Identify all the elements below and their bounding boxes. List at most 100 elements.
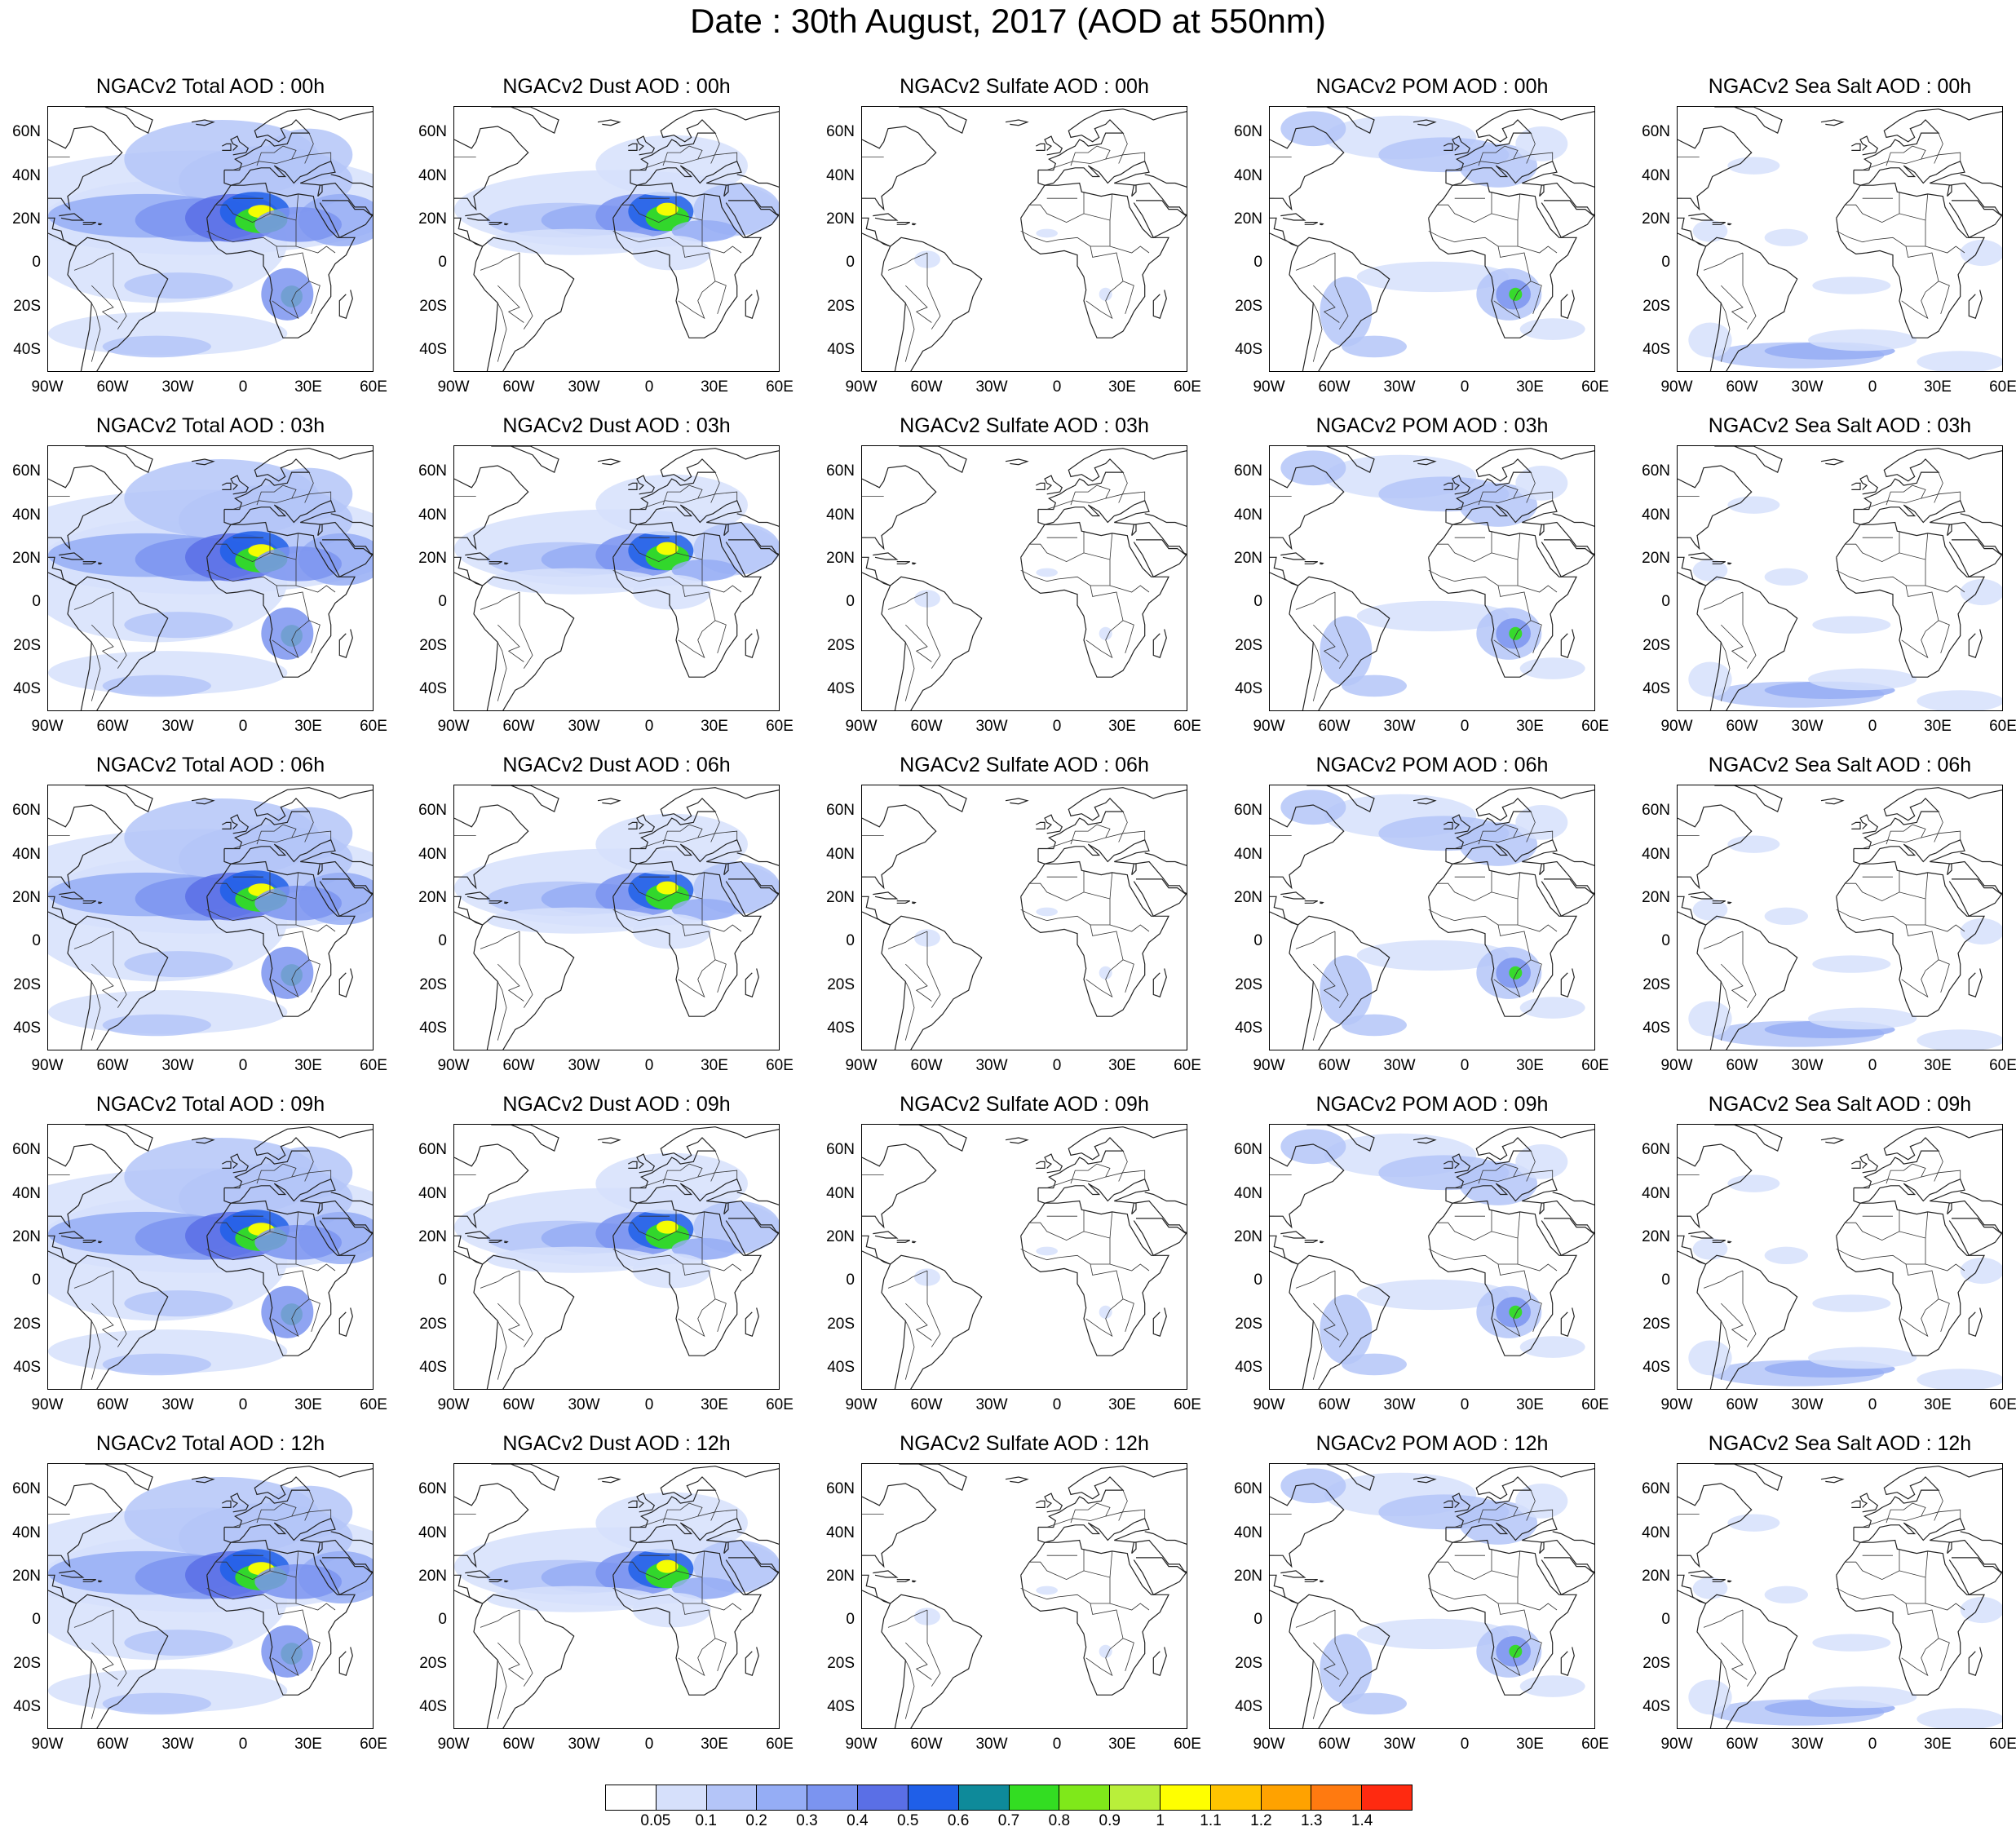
lon-tick-label: 90W	[1253, 1396, 1285, 1413]
coastline	[1428, 521, 1577, 678]
lat-tick-label: 20N	[1234, 1567, 1262, 1585]
country-border	[1836, 1561, 1926, 1604]
country-border	[1493, 1263, 1532, 1338]
lon-tick-label: 60W	[96, 718, 129, 735]
coastline	[67, 237, 169, 371]
country-border	[1901, 585, 1939, 659]
lon-tick-label: 60W	[1318, 718, 1351, 735]
lon-tick-label: 60W	[502, 378, 535, 396]
coastline	[98, 562, 103, 565]
country-border	[697, 1509, 738, 1519]
colorbar-swatch	[1210, 1785, 1262, 1810]
aod-plume	[1519, 1336, 1585, 1358]
coastline	[1968, 290, 1983, 319]
panel-title-pom-row1: NGACv2 POM AOD : 03h	[1315, 414, 1549, 437]
country-border	[1925, 1263, 1965, 1272]
country-border	[1703, 591, 1744, 610]
coastline	[1820, 119, 1845, 126]
aod-plume	[657, 1559, 679, 1573]
lon-tick-label: 90W	[31, 378, 64, 396]
lat-tick-label: 20S	[1642, 636, 1670, 654]
lat-tick-label: 0	[1661, 593, 1670, 611]
panel-title-sulfate-row4: NGACv2 Sulfate AOD : 12h	[900, 1432, 1149, 1455]
lat-tick-label: 20N	[12, 1567, 41, 1585]
coastline	[338, 290, 353, 319]
aod-plume	[1515, 466, 1568, 501]
lon-tick-label: 0	[1052, 718, 1062, 735]
lat-tick-label: 20N	[12, 1227, 41, 1245]
coastline	[1851, 143, 1861, 152]
country-border	[304, 132, 314, 164]
lat-tick-label: 60N	[12, 462, 41, 480]
lat-tick-label: 40N	[418, 166, 447, 184]
lon-tick-label: 60E	[1174, 378, 1201, 396]
coastline	[1152, 968, 1167, 997]
coastline	[612, 521, 762, 678]
country-border	[480, 931, 520, 949]
lon-tick-label: 60W	[910, 1057, 943, 1074]
country-border	[91, 285, 118, 323]
country-border	[710, 1150, 720, 1182]
coastline	[48, 896, 77, 926]
lon-tick-label: 90W	[31, 718, 64, 735]
coastline	[636, 1153, 656, 1174]
coastline	[1152, 1307, 1167, 1337]
aod-plume	[1812, 276, 1891, 294]
aod-plume	[1917, 351, 2002, 371]
lat-tick-label: 60N	[418, 462, 447, 480]
lon-tick-label: 30E	[1924, 1736, 1952, 1753]
coastline	[1452, 1153, 1471, 1174]
coastline	[1428, 1539, 1577, 1696]
coastline	[597, 1476, 621, 1484]
country-border	[519, 592, 533, 669]
coastline	[1851, 482, 1861, 491]
aod-plume	[124, 272, 233, 299]
coastline	[1712, 1240, 1726, 1243]
coastline	[1727, 1580, 1732, 1583]
coastline	[454, 1143, 529, 1229]
lat-tick-label: 40S	[827, 341, 855, 359]
aod-plume	[1036, 228, 1058, 238]
country-border	[295, 1211, 299, 1239]
country-border	[904, 1660, 915, 1719]
coastline	[230, 475, 250, 495]
aod-plume	[632, 1592, 711, 1628]
lon-tick-label: 30E	[1924, 378, 1952, 396]
colorbar-label: 0.3	[796, 1812, 818, 1829]
country-border	[1118, 132, 1128, 164]
coastline	[1304, 561, 1318, 564]
coastline	[1947, 513, 2002, 555]
lat-tick-label: 40N	[12, 1184, 41, 1202]
lat-tick-label: 40S	[827, 1019, 855, 1037]
aod-plume	[632, 235, 711, 271]
panel-title-seasalt-row3: NGACv2 Sea Salt AOD : 09h	[1708, 1093, 1972, 1116]
coastline	[1428, 1200, 1577, 1356]
country-border	[113, 1610, 127, 1687]
country-border	[1530, 1298, 1542, 1333]
lat-tick-label: 20S	[1235, 297, 1262, 315]
lat-tick-label: 20S	[1235, 636, 1262, 654]
aod-plume	[1280, 450, 1346, 486]
country-border	[1836, 543, 1926, 586]
aod-plume	[254, 206, 342, 242]
aod-plume	[1280, 1468, 1346, 1504]
lon-tick-label: 0	[1460, 718, 1470, 735]
lat-tick-label: 40S	[1642, 341, 1670, 359]
lat-tick-label: 20N	[1642, 1227, 1670, 1245]
coastline	[1541, 878, 1594, 918]
coastline	[1005, 119, 1029, 126]
colorbar-label: 1.1	[1200, 1812, 1222, 1829]
colorbar-label: 1.3	[1301, 1812, 1323, 1829]
country-border	[1934, 471, 1943, 503]
lon-tick-label: 0	[1868, 1736, 1877, 1753]
coastline	[1714, 446, 1783, 473]
country-border	[232, 145, 297, 170]
aod-plume	[261, 946, 314, 999]
aod-plume	[671, 1577, 737, 1599]
coastline	[223, 839, 336, 876]
lat-tick-label: 40N	[12, 506, 41, 524]
country-border	[497, 1642, 524, 1680]
coastline	[223, 1518, 336, 1555]
country-border	[497, 1660, 507, 1719]
lat-tick-label: 0	[438, 254, 447, 272]
